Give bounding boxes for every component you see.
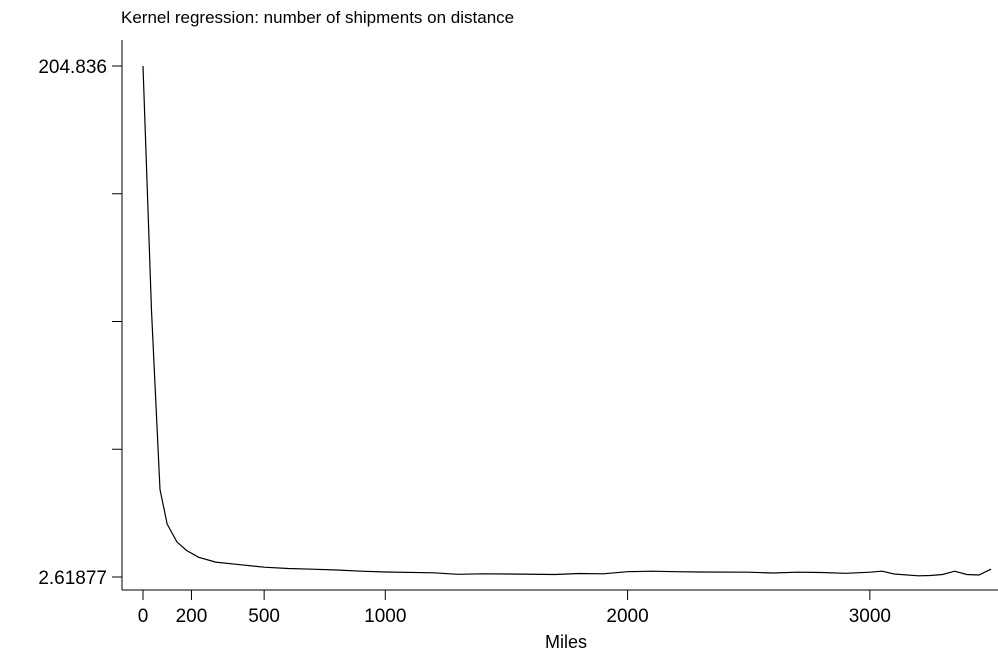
chart-title: Kernel regression: number of shipments o… [121,8,515,27]
series-line [142,65,992,577]
y-axis-ticks: 2.61877 204.836 [38,57,122,589]
x-tick-label: 500 [248,606,280,627]
x-tick-label: 200 [176,606,208,627]
x-tick-label: 1000 [364,606,406,627]
x-tick-label: 3000 [849,606,891,627]
y-tick-label: 2.61877 [38,568,107,589]
x-tick-label: 2000 [606,606,648,627]
y-tick-label: 204.836 [38,57,107,78]
x-tick-label: 0 [138,606,149,627]
x-axis-label: Miles [545,632,587,652]
x-axis-ticks: 0 200 500 1000 2000 3000 [138,590,891,627]
